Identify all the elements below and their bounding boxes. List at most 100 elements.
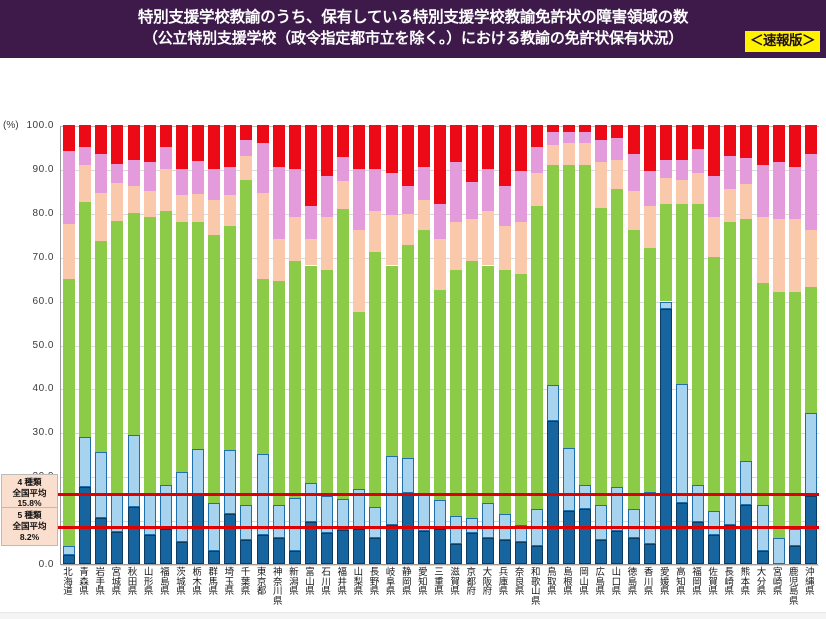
bar-segment-s4 xyxy=(579,484,592,510)
bar-segment-s5 xyxy=(127,506,140,564)
bar-segment-s2 xyxy=(579,142,592,165)
bar-segment-s4 xyxy=(675,384,688,503)
bar-segment-s0 xyxy=(208,125,221,169)
x-axis-label-青森県: 青森県 xyxy=(79,567,89,598)
bar-segment-s2 xyxy=(708,217,721,257)
x-axis-label-岩手県: 岩手県 xyxy=(95,567,106,598)
bar-segment-s0 xyxy=(434,125,446,205)
bar-segment-s2 xyxy=(482,210,495,266)
bar-segment-s4 xyxy=(240,504,253,540)
bar-segment-s1 xyxy=(498,186,511,226)
bar-segment-s2 xyxy=(772,219,785,292)
bar-segment-s1 xyxy=(724,155,737,189)
bar-segment-s0 xyxy=(708,125,721,176)
bar-segment-s3 xyxy=(595,208,608,505)
bar-segment-s1 xyxy=(143,162,156,191)
bar-segment-s2 xyxy=(208,199,221,235)
plot-area: 100.090.080.070.060.050.040.030.020.010.… xyxy=(1,120,819,570)
bar-segment-s2 xyxy=(788,219,801,292)
bar-segment-s0 xyxy=(79,125,92,147)
annotation-avg-4types: 4 種類 全国平均 15.8% xyxy=(1,473,58,513)
bar-segment-s0 xyxy=(63,125,76,152)
bar-segment-s2 xyxy=(95,193,108,242)
bar-segment-s4 xyxy=(450,515,463,545)
bar-segment-s5 xyxy=(256,535,269,564)
bar-segment-s0 xyxy=(804,125,817,154)
chart-container: (%) 100.090.080.070.060.050.040.030.020.… xyxy=(0,58,826,606)
bar-segment-s4 xyxy=(95,452,108,518)
bar-segment-s2 xyxy=(385,215,398,266)
bar-segment-s1 xyxy=(127,160,140,187)
bar-segment-s2 xyxy=(498,225,511,270)
x-axis-label-京都府: 京都府 xyxy=(466,567,476,598)
bar-segment-s5 xyxy=(530,546,543,564)
bar-segment-s1 xyxy=(595,140,608,163)
y-axis-unit-label: (%) xyxy=(3,120,19,131)
x-axis-label-福島県: 福島県 xyxy=(160,567,170,598)
bar-segment-s5 xyxy=(143,535,156,564)
x-axis-label-群馬県: 群馬県 xyxy=(208,567,218,598)
page-subtitle: （公立特別支援学校（政令指定都市立を除く。）における教諭の免許状保有状況） xyxy=(142,30,684,47)
bar-segment-s0 xyxy=(321,125,334,176)
bar-segment-s1 xyxy=(466,182,479,220)
bar-segment-s1 xyxy=(788,166,801,220)
bar-segment-s2 xyxy=(417,199,430,231)
bar-segment-s1 xyxy=(643,171,656,207)
bar-segment-s1 xyxy=(385,173,398,215)
x-axis-labels: 北海道 青森県 岩手県 宮城県 秋田県 山形県 福島県 茨城県 栃木県 群馬県 埼玉県 千葉県 東京都神… xyxy=(60,568,818,619)
bar-segment-s3 xyxy=(175,221,188,472)
bar-segment-s4 xyxy=(224,449,237,514)
bar-segment-s1 xyxy=(159,146,172,169)
bar-segment-s0 xyxy=(240,125,253,141)
bar-segment-s2 xyxy=(175,195,188,222)
bar-segment-s4 xyxy=(401,457,414,493)
bar-segment-s1 xyxy=(804,153,817,231)
bar-segment-s3 xyxy=(224,226,237,450)
x-axis-label-北海道: 北海道 xyxy=(63,567,73,598)
bar-segment-s5 xyxy=(192,494,205,564)
bar-segment-s2 xyxy=(111,183,124,221)
x-axis-label-山梨県: 山梨県 xyxy=(353,567,364,598)
bar-segment-s3 xyxy=(530,206,543,510)
bar-segment-s3 xyxy=(256,278,269,455)
bar-segment-s2 xyxy=(563,142,576,165)
bar-segment-s3 xyxy=(272,280,285,505)
bar-segment-s5 xyxy=(417,531,430,564)
bar-segment-s1 xyxy=(611,138,624,161)
annotation-line-2: 全国平均 xyxy=(12,487,47,498)
bar-segment-s4 xyxy=(466,517,479,534)
bar-segment-s1 xyxy=(434,204,446,240)
bar-segment-s3 xyxy=(740,219,753,461)
annotation-line-2: 全国平均 xyxy=(12,520,47,531)
bar-segment-s2 xyxy=(756,217,769,284)
bar-segment-s3 xyxy=(563,164,576,448)
bar-segment-s3 xyxy=(127,212,140,435)
bar-segment-s2 xyxy=(611,160,624,189)
bar-segment-s3 xyxy=(772,291,785,538)
bar-segment-s2 xyxy=(143,190,156,218)
x-axis-label-埼玉県: 埼玉県 xyxy=(224,567,235,598)
bar-segment-s4 xyxy=(740,460,753,505)
bar-segment-s1 xyxy=(530,146,543,174)
bar-segment-s0 xyxy=(159,125,172,147)
bar-segment-s5 xyxy=(240,539,253,564)
bar-segment-s2 xyxy=(546,144,559,165)
bar-segment-s1 xyxy=(692,149,705,174)
bar-segment-s2 xyxy=(321,217,334,270)
bar-segment-s5 xyxy=(466,533,479,564)
bar-segment-s0 xyxy=(466,125,479,183)
bar-segment-s4 xyxy=(63,545,76,556)
bar-segment-s3 xyxy=(192,222,205,449)
annotation-line-1: 5 種類 xyxy=(17,510,42,520)
bar-segment-s1 xyxy=(79,146,92,165)
bar-segment-s0 xyxy=(256,125,269,143)
bar-segment-s0 xyxy=(788,125,801,167)
bar-segment-s5 xyxy=(611,531,624,564)
bar-segment-s0 xyxy=(417,125,430,167)
bar-segment-s5 xyxy=(208,550,221,564)
bar-segment-s4 xyxy=(434,500,446,529)
bar-segment-s4 xyxy=(804,412,817,496)
bar-segment-s3 xyxy=(417,230,430,494)
bar-segment-s5 xyxy=(563,511,576,564)
x-axis-label-三重県: 三重県 xyxy=(434,567,444,598)
